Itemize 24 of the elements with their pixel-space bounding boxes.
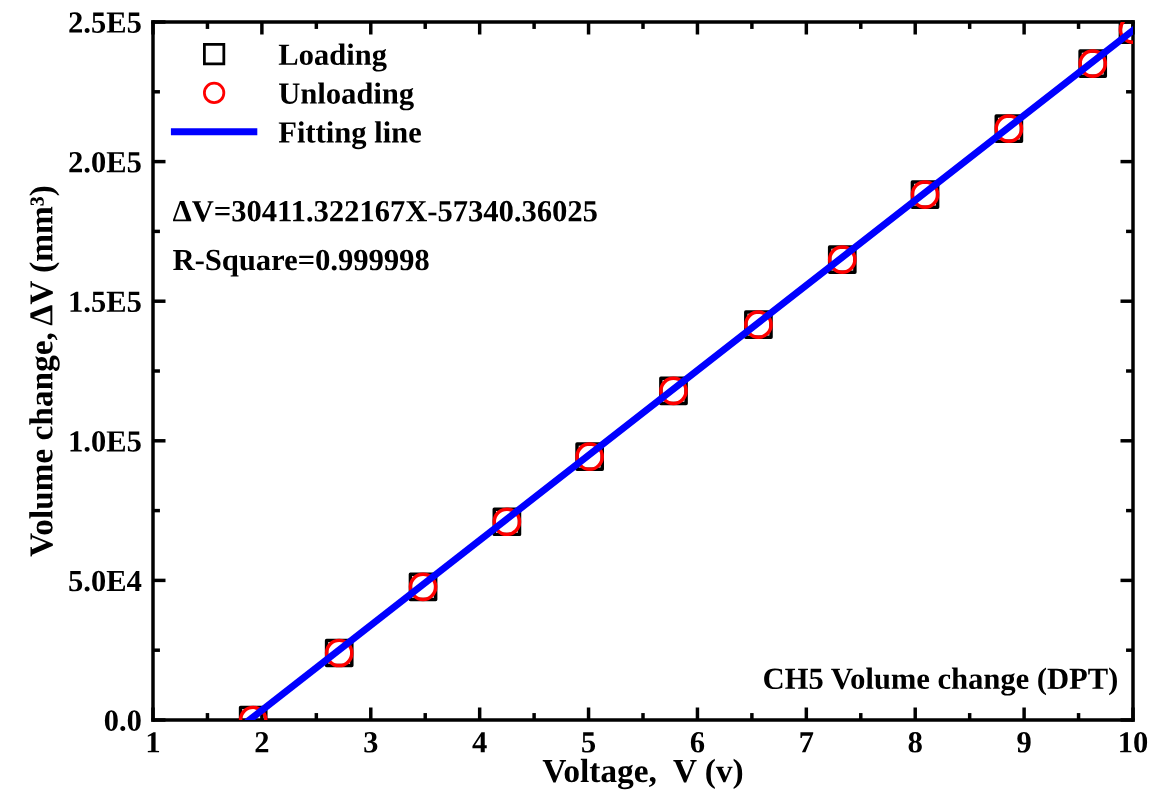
x-tick-label: 4 bbox=[472, 732, 487, 753]
x-axis-title: Voltage, V (v) bbox=[542, 758, 743, 790]
y-tick-label: 0.0 bbox=[104, 710, 141, 732]
y-tick-label: 1.5E5 bbox=[70, 291, 141, 313]
x-tick-label: 2 bbox=[255, 732, 269, 753]
y-tick-label: 5.0E4 bbox=[69, 570, 142, 592]
x-tick-label: 8 bbox=[908, 731, 922, 753]
x-tick-label: 1 bbox=[147, 732, 160, 753]
x-tick-label: 5 bbox=[582, 732, 596, 753]
x-tick-label: 3 bbox=[364, 732, 378, 753]
legend-label: Fitting line bbox=[278, 121, 421, 150]
x-tick-label: 6 bbox=[690, 732, 705, 753]
x-tick-label: 9 bbox=[1017, 732, 1031, 753]
y-tick-label: 2.5E5 bbox=[69, 12, 141, 34]
y-tick-label: 2.0E5 bbox=[69, 151, 141, 173]
y-axis-title: Volume change, ΔV (mm³) bbox=[29, 186, 60, 557]
legend-label: Unloading bbox=[279, 82, 414, 111]
x-tick-label: 7 bbox=[800, 732, 814, 753]
annotation: CH5 Volume change (DPT) bbox=[764, 667, 1117, 696]
x-tick-label: 10 bbox=[1120, 731, 1148, 753]
annotation: R-Square=0.999998 bbox=[173, 249, 429, 277]
y-tick-label: 1.0E5 bbox=[70, 431, 141, 452]
legend-label: Loading bbox=[278, 43, 387, 72]
annotation: ΔV=30411.322167X-57340.36025 bbox=[173, 200, 597, 222]
